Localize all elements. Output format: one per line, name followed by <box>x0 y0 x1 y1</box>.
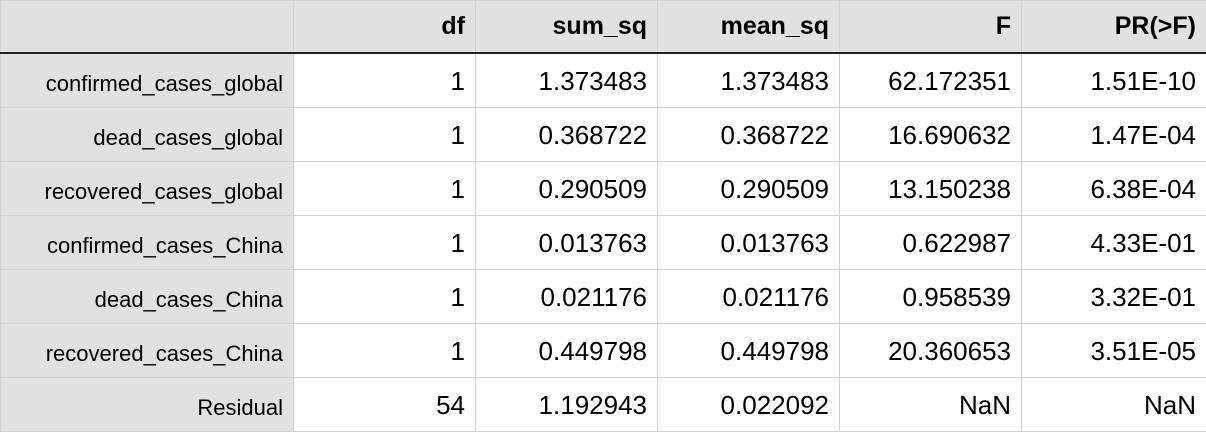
cell-mean-sq[interactable]: 0.021176 <box>657 268 840 324</box>
cell-f[interactable]: NaN <box>839 376 1022 432</box>
row-label[interactable]: recovered_cases_global <box>0 160 294 216</box>
cell-sum-sq[interactable]: 0.013763 <box>475 214 658 270</box>
table-row: confirmed_cases_global 1 1.373483 1.3734… <box>0 52 1206 108</box>
cell-df[interactable]: 1 <box>293 160 476 216</box>
cell-mean-sq[interactable]: 0.013763 <box>657 214 840 270</box>
cell-df[interactable]: 1 <box>293 214 476 270</box>
column-header-sum-sq[interactable]: sum_sq <box>475 0 658 54</box>
row-label[interactable]: confirmed_cases_China <box>0 214 294 270</box>
table-body: confirmed_cases_global 1 1.373483 1.3734… <box>0 52 1206 432</box>
column-header-mean-sq[interactable]: mean_sq <box>657 0 840 54</box>
table-row: Residual 54 1.192943 0.022092 NaN NaN <box>0 376 1206 432</box>
cell-sum-sq[interactable]: 1.192943 <box>475 376 658 432</box>
table-header: df sum_sq mean_sq F PR(>F) <box>0 0 1206 54</box>
cell-pr-f[interactable]: NaN <box>1021 376 1206 432</box>
column-header-df[interactable]: df <box>293 0 476 54</box>
cell-df[interactable]: 54 <box>293 376 476 432</box>
cell-f[interactable]: 62.172351 <box>839 52 1022 108</box>
row-label[interactable]: dead_cases_global <box>0 106 294 162</box>
cell-df[interactable]: 1 <box>293 322 476 378</box>
corner-cell[interactable] <box>0 0 294 54</box>
cell-f[interactable]: 0.958539 <box>839 268 1022 324</box>
cell-mean-sq[interactable]: 0.449798 <box>657 322 840 378</box>
cell-pr-f[interactable]: 3.32E-01 <box>1021 268 1206 324</box>
cell-pr-f[interactable]: 6.38E-04 <box>1021 160 1206 216</box>
column-header-f[interactable]: F <box>839 0 1022 54</box>
cell-sum-sq[interactable]: 0.449798 <box>475 322 658 378</box>
cell-df[interactable]: 1 <box>293 52 476 108</box>
row-label[interactable]: dead_cases_China <box>0 268 294 324</box>
cell-f[interactable]: 20.360653 <box>839 322 1022 378</box>
cell-sum-sq[interactable]: 0.021176 <box>475 268 658 324</box>
table-row: recovered_cases_global 1 0.290509 0.2905… <box>0 160 1206 216</box>
table-row: confirmed_cases_China 1 0.013763 0.01376… <box>0 214 1206 270</box>
column-header-pr-f[interactable]: PR(>F) <box>1021 0 1206 54</box>
header-row: df sum_sq mean_sq F PR(>F) <box>0 0 1206 54</box>
cell-sum-sq[interactable]: 0.290509 <box>475 160 658 216</box>
cell-f[interactable]: 16.690632 <box>839 106 1022 162</box>
cell-mean-sq[interactable]: 0.022092 <box>657 376 840 432</box>
table-row: dead_cases_global 1 0.368722 0.368722 16… <box>0 106 1206 162</box>
row-label[interactable]: Residual <box>0 376 294 432</box>
cell-pr-f[interactable]: 3.51E-05 <box>1021 322 1206 378</box>
row-label[interactable]: recovered_cases_China <box>0 322 294 378</box>
cell-sum-sq[interactable]: 1.373483 <box>475 52 658 108</box>
table-row: dead_cases_China 1 0.021176 0.021176 0.9… <box>0 268 1206 324</box>
cell-mean-sq[interactable]: 0.290509 <box>657 160 840 216</box>
cell-df[interactable]: 1 <box>293 268 476 324</box>
cell-pr-f[interactable]: 1.51E-10 <box>1021 52 1206 108</box>
cell-pr-f[interactable]: 1.47E-04 <box>1021 106 1206 162</box>
cell-f[interactable]: 0.622987 <box>839 214 1022 270</box>
table-row: recovered_cases_China 1 0.449798 0.44979… <box>0 322 1206 378</box>
cell-pr-f[interactable]: 4.33E-01 <box>1021 214 1206 270</box>
row-label[interactable]: confirmed_cases_global <box>0 52 294 108</box>
cell-mean-sq[interactable]: 0.368722 <box>657 106 840 162</box>
cell-sum-sq[interactable]: 0.368722 <box>475 106 658 162</box>
cell-df[interactable]: 1 <box>293 106 476 162</box>
cell-f[interactable]: 13.150238 <box>839 160 1022 216</box>
cell-mean-sq[interactable]: 1.373483 <box>657 52 840 108</box>
